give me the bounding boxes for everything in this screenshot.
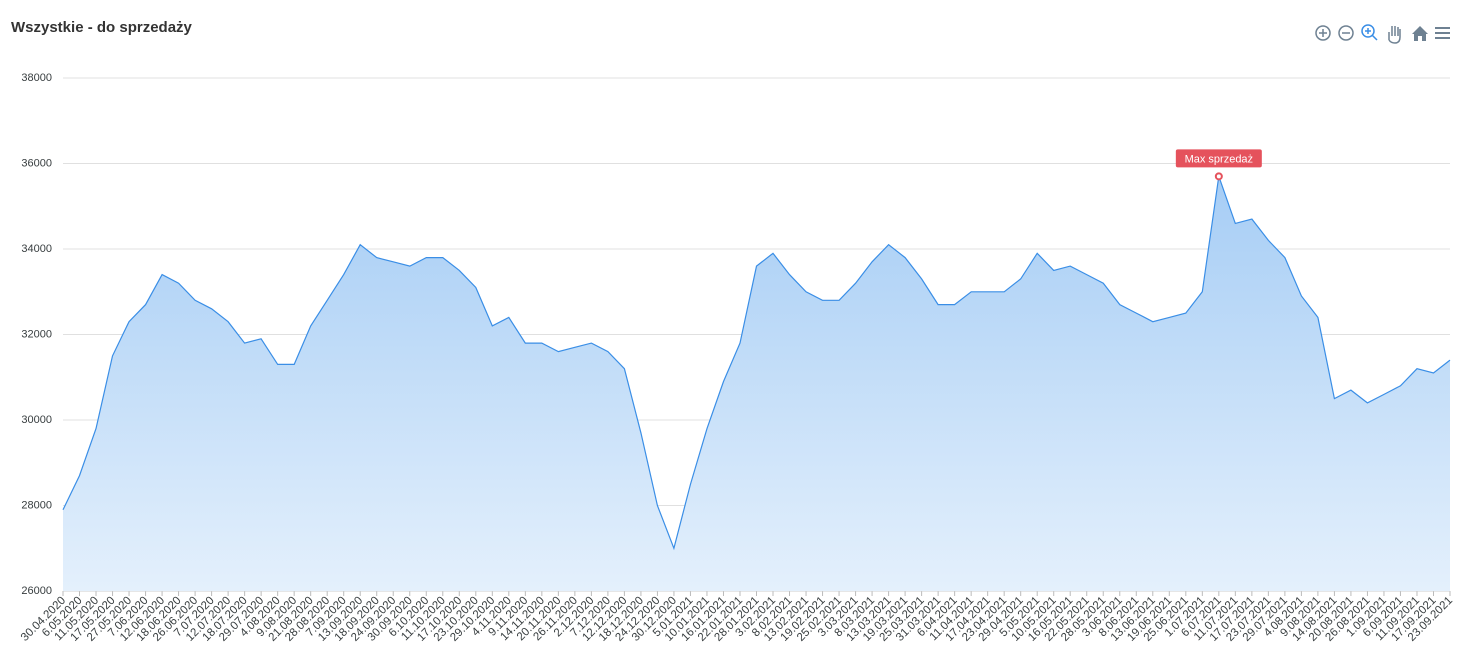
annotation-box (1175, 149, 1262, 168)
annotation-label: Max sprzedaż (1185, 153, 1253, 165)
y-tick-label: 32000 (21, 328, 52, 340)
y-tick-label: 34000 (21, 243, 52, 255)
zoom-out-button[interactable] (1338, 25, 1354, 41)
menu-button[interactable] (1435, 27, 1450, 39)
y-tick-label: 28000 (21, 499, 52, 511)
zoom-in-button[interactable] (1315, 25, 1331, 41)
annotation-point (1214, 172, 1223, 181)
selection-zoom-button[interactable] (1361, 24, 1378, 41)
reset-button[interactable] (1412, 26, 1428, 41)
area (63, 176, 1450, 592)
y-tick-label: 26000 (21, 585, 52, 597)
y-tick-label: 36000 (21, 157, 52, 169)
pan-button[interactable] (1388, 26, 1401, 44)
chart-title: Wszystkie - do sprzedaży (11, 19, 193, 36)
toolbar (1315, 24, 1450, 44)
y-tick-label: 30000 (21, 414, 52, 426)
y-tick-label: 38000 (21, 72, 52, 84)
